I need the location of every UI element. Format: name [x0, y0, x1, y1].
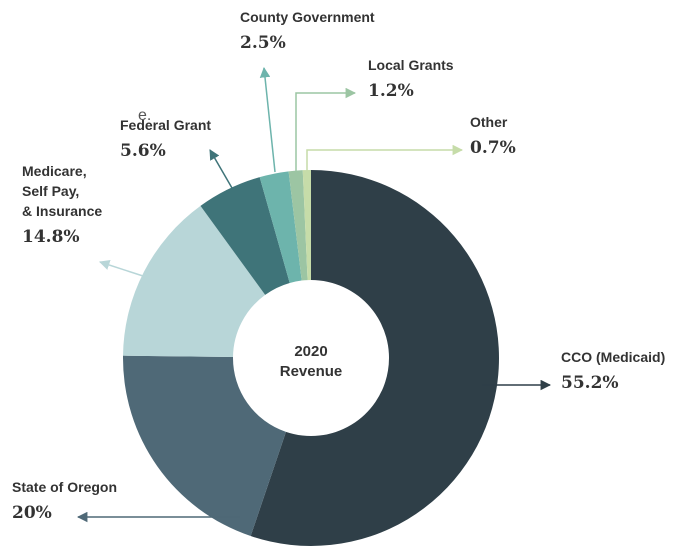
slice-value: 5.6% [120, 141, 166, 161]
text-fragment: e. [138, 107, 151, 124]
callout-arrow [259, 66, 276, 173]
slice-value: 14.8% [22, 227, 80, 247]
slice-value: 1.2% [368, 81, 414, 101]
callout-arrow [99, 259, 144, 277]
slice-value: 55.2% [561, 373, 619, 393]
slice-value: 2.5% [240, 33, 286, 53]
donut-slice [302, 170, 311, 281]
slice-label: Federal Grant [120, 117, 211, 133]
callout-arrow [209, 149, 233, 189]
slice-value: 0.7% [470, 138, 516, 158]
center-label: 2020 [294, 343, 327, 360]
callout-arrow [306, 144, 464, 172]
slice-label: Local Grants [368, 57, 454, 73]
donut-slice [259, 171, 302, 283]
slice-label: Other [470, 114, 508, 130]
slice-label: Medicare, Self Pay, & Insurance [22, 163, 102, 219]
slice-label: County Government [240, 9, 375, 25]
donut-slice [123, 355, 286, 537]
donut-slice [250, 170, 499, 546]
donut-slice [288, 170, 308, 281]
donut-slice [123, 205, 266, 358]
center-label: Revenue [280, 363, 343, 380]
donut-slice [200, 177, 290, 295]
slice-label: State of Oregon [12, 479, 117, 495]
callout-arrow [295, 87, 357, 172]
slice-label: CCO (Medicaid) [561, 349, 665, 365]
slice-value: 20% [12, 503, 52, 523]
